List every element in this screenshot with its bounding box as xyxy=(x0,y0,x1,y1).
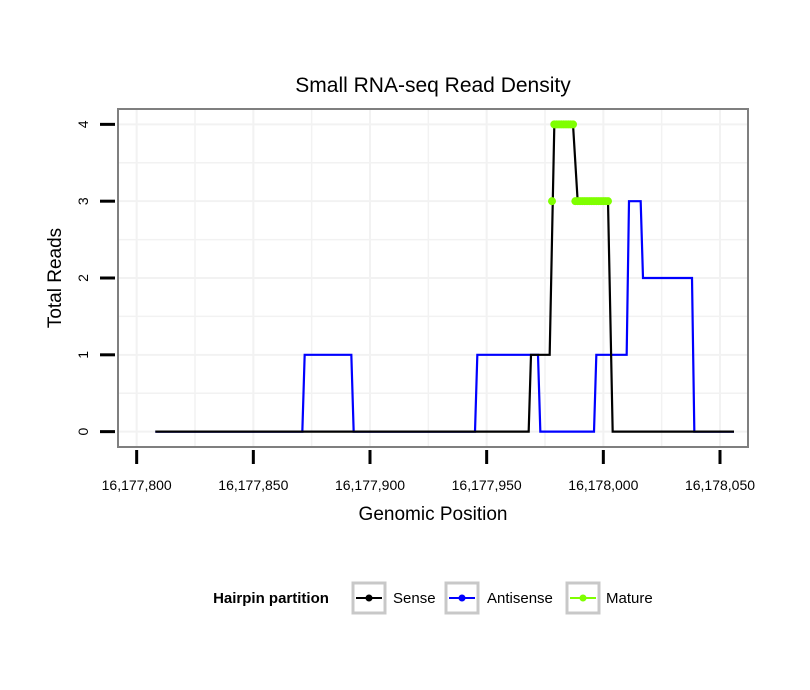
legend-label: Antisense xyxy=(487,590,553,607)
legend-label: Sense xyxy=(393,590,436,607)
x-tick-label: 16,177,800 xyxy=(102,477,172,493)
series-mature xyxy=(548,120,612,206)
plot-border xyxy=(117,108,749,448)
y-tick-label: 4 xyxy=(75,120,91,128)
legend-item-antisense: Antisense xyxy=(444,581,553,615)
data-point-mature xyxy=(604,197,612,206)
legend-key-point xyxy=(458,594,466,602)
y-tick-label: 3 xyxy=(75,197,91,205)
legend-key-point xyxy=(365,594,373,602)
legend-items: Sense Antisense Mature xyxy=(351,581,653,615)
y-tick-label: 0 xyxy=(75,428,91,436)
y-tick-label: 2 xyxy=(75,274,91,282)
series-layer xyxy=(155,120,734,433)
x-axis: 16,177,800 16,177,850 16,177,900 16,177,950… xyxy=(102,450,755,493)
legend: Hairpin partition Sense Antisense Mature xyxy=(213,581,653,615)
y-tick-label: 1 xyxy=(75,351,91,359)
x-axis-label: Genomic Position xyxy=(359,504,508,525)
x-tick-label: 16,178,050 xyxy=(685,477,755,493)
y-axis-label: Total Reads xyxy=(45,228,66,328)
legend-key-point xyxy=(579,594,587,602)
y-axis: 0 1 2 3 4 xyxy=(75,120,115,436)
series-antisense xyxy=(155,200,734,433)
x-tick-label: 16,177,850 xyxy=(218,477,288,493)
x-tick-label: 16,178,000 xyxy=(568,477,638,493)
x-tick-label: 16,177,950 xyxy=(452,477,522,493)
legend-item-sense: Sense xyxy=(351,581,436,615)
data-point-mature xyxy=(569,120,577,129)
series-line-antisense xyxy=(155,200,734,433)
legend-title: Hairpin partition xyxy=(213,590,329,607)
legend-item-mature: Mature xyxy=(565,581,653,615)
data-point-mature xyxy=(548,197,556,206)
x-tick-label: 16,177,900 xyxy=(335,477,405,493)
chart-title: Small RNA-seq Read Density xyxy=(295,74,571,97)
legend-label: Mature xyxy=(606,590,653,607)
